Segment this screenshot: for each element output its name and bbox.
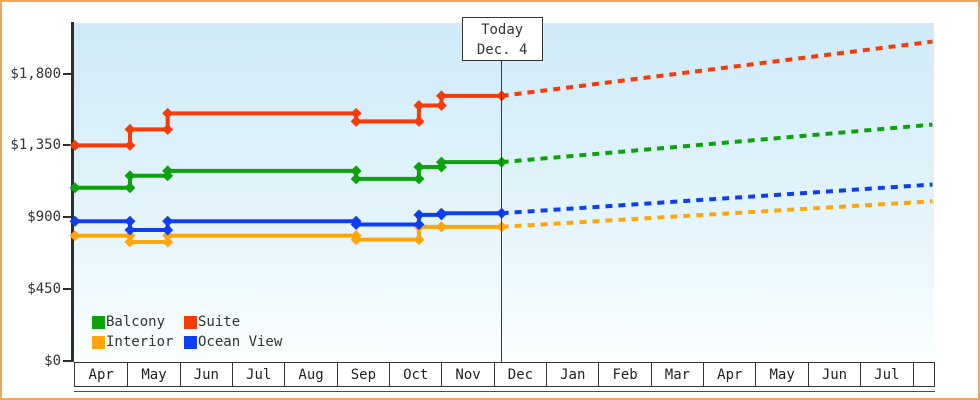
legend-swatch-balcony	[92, 315, 105, 329]
legend-swatch-ocean-view	[184, 335, 197, 349]
y-tick-450	[63, 288, 71, 291]
month-cell-8-dec: Dec	[493, 363, 546, 386]
y-axis-label-900: $900	[27, 209, 61, 226]
legend-label-suite: Suite	[198, 314, 241, 330]
legend-item-suite: Suite	[184, 315, 282, 329]
month-cell-15-jul: Jul	[860, 363, 912, 386]
plot-area	[74, 23, 934, 362]
month-cell-12-apr: Apr	[703, 363, 755, 386]
month-cell-7-nov: Nov	[441, 363, 493, 386]
month-cell-3-jul: Jul	[232, 363, 284, 386]
month-cell-11-mar: Mar	[650, 363, 703, 386]
legend-label-interior: Interior	[106, 334, 174, 350]
y-tick-1350	[63, 144, 71, 147]
y-axis-label-450: $450	[27, 281, 61, 298]
y-axis	[71, 22, 74, 362]
legend-label-ocean-view: Ocean View	[198, 334, 283, 350]
today-annotation-box: Today Dec. 4	[461, 17, 543, 61]
legend-item-interior: Interior	[92, 335, 184, 349]
legend-label-balcony: Balcony	[106, 314, 166, 330]
y-tick-900	[63, 216, 71, 219]
legend: Balcony Suite Interior Ocean View	[92, 315, 282, 349]
month-cell-empty	[912, 363, 935, 386]
month-cell-0-apr: Apr	[88, 366, 114, 383]
y-axis-label-1350: $1,350	[10, 137, 61, 154]
month-cell-9-jan: Jan	[546, 363, 598, 386]
month-cell-14-jun: Jun	[807, 363, 860, 386]
month-cell-4-aug: Aug	[284, 363, 336, 386]
y-tick-1800	[63, 72, 71, 75]
x-axis-month-row: Apr May Jun Jul Aug Sep Oct Nov Dec Jan Feb Mar Apr M…	[74, 362, 935, 387]
month-cell-1-may: May	[127, 363, 179, 386]
today-title: Today	[481, 22, 524, 38]
month-cell-5-sep: Sep	[336, 363, 389, 386]
y-tick-0	[63, 360, 71, 362]
y-axis-label-0: $0	[44, 353, 61, 369]
month-cell-10-feb: Feb	[598, 363, 650, 386]
legend-swatch-suite	[184, 315, 197, 329]
today-date: Dec. 4	[476, 42, 528, 58]
x-axis-baseline	[74, 391, 935, 392]
y-axis-label-1800: $1,800	[10, 65, 61, 82]
today-line	[501, 61, 503, 362]
month-cell-6-oct: Oct	[389, 363, 441, 386]
legend-item-ocean-view: Ocean View	[184, 335, 282, 349]
month-cell-2-jun: Jun	[179, 363, 232, 386]
legend-item-balcony: Balcony	[92, 315, 184, 329]
month-cell-13-may: May	[755, 363, 807, 386]
legend-swatch-interior	[92, 335, 105, 349]
